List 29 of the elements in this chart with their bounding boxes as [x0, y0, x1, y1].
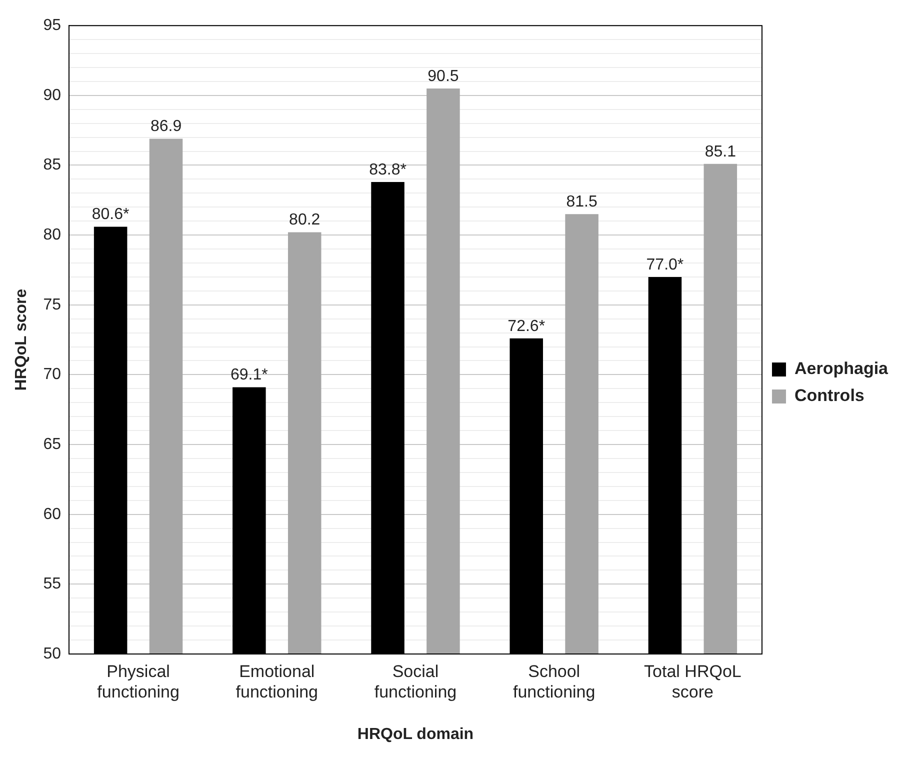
- data-label: 81.5: [566, 194, 598, 211]
- data-label: 85.1: [704, 143, 736, 160]
- data-label: 72.6*: [508, 318, 546, 335]
- y-tick-label: 95: [43, 17, 62, 34]
- legend-label: Controls: [794, 386, 864, 406]
- y-axis-title: HRQoL score: [13, 288, 30, 391]
- y-tick-label: 65: [43, 436, 62, 453]
- y-tick-label: 55: [43, 576, 62, 593]
- data-label: 90.5: [428, 68, 459, 85]
- x-tick-label: Physical functioning: [97, 662, 180, 702]
- legend-label: Aerophagia: [794, 359, 889, 378]
- data-label: 86.9: [150, 118, 182, 136]
- y-tick-label: 70: [43, 366, 62, 384]
- y-tick-label: 50: [43, 645, 62, 662]
- data-label: 83.8*: [369, 161, 406, 178]
- y-tick-label: 75: [43, 296, 62, 314]
- y-tick-label: 60: [43, 506, 62, 523]
- y-tick-label: 80: [43, 226, 62, 244]
- y-tick-label: 90: [43, 86, 62, 104]
- x-tick-label: School functioning: [512, 662, 596, 702]
- x-tick-label: Emotional functioning: [236, 662, 318, 702]
- y-tick-label: 85: [43, 156, 62, 174]
- data-label: 69.1*: [230, 366, 268, 384]
- x-tick-label: Social functioning: [374, 662, 457, 702]
- data-label: 77.0*: [646, 256, 684, 274]
- data-label: 80.2: [289, 212, 320, 229]
- x-axis-title: HRQoL domain: [357, 726, 474, 743]
- x-tick-label: Total HRQoL score: [644, 662, 742, 702]
- data-label: 80.6*: [92, 206, 130, 224]
